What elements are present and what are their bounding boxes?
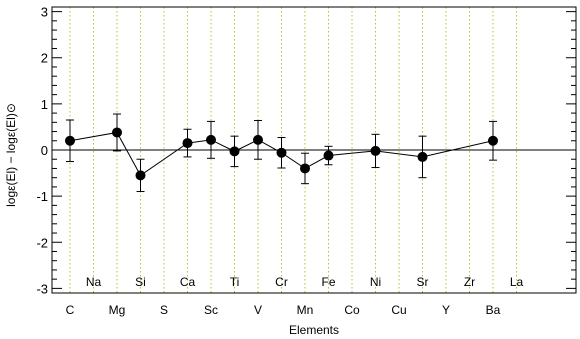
data-point-si: [135, 170, 146, 181]
data-point-v: [253, 134, 263, 145]
x-axis-title: Elements: [289, 323, 339, 337]
data-point-mg: [112, 127, 122, 138]
data-point-sr: [417, 151, 428, 162]
element-label-top: Ca: [180, 275, 196, 289]
data-point-c: [65, 135, 75, 146]
data-point-ba: [488, 135, 498, 146]
y-tick-label: -3: [36, 281, 48, 296]
element-label-bottom: C: [66, 303, 75, 317]
y-tick-label: 0: [41, 143, 48, 158]
data-point-mn: [300, 163, 310, 174]
y-axis: -3 -2 -1 0 1 2 3: [36, 5, 576, 296]
element-label-top: Fe: [321, 275, 335, 289]
y-tick-label: -2: [36, 235, 48, 250]
element-label-top: Sr: [417, 275, 429, 289]
element-label-bottom: Mg: [109, 303, 126, 317]
y-tick-label: 2: [41, 51, 48, 66]
data-point-ca: [182, 138, 193, 149]
element-label-bottom: Cu: [391, 303, 406, 317]
element-label-top: Ni: [370, 275, 381, 289]
element-label-bottom: S: [160, 303, 168, 317]
element-label-top: Si: [135, 275, 146, 289]
element-label-bottom: Co: [344, 303, 360, 317]
y-tick-label: 3: [41, 5, 48, 20]
data-point-sc: [206, 134, 216, 145]
data-point-ti: [229, 146, 240, 157]
element-label-bottom: V: [254, 303, 262, 317]
element-label-top: Ti: [230, 275, 240, 289]
y-tick-label: -1: [36, 189, 48, 204]
element-label-top: La: [510, 275, 524, 289]
data-series: [65, 113, 498, 193]
element-label-top: Na: [86, 275, 102, 289]
element-label-top: Cr: [275, 275, 288, 289]
element-label-bottom: Y: [442, 303, 450, 317]
element-label-top: Zr: [464, 275, 475, 289]
element-label-bottom: Mn: [297, 303, 314, 317]
y-axis-title: logε(El) − logε(El)⊙: [4, 103, 18, 207]
x-element-labels: Na Si Ca Ti Cr Fe Ni Sr Zr La C Mg S Sc V Mn Co Cu Y Ba: [66, 275, 524, 317]
data-point-cr: [276, 147, 287, 158]
y-tick-label: 1: [41, 97, 48, 112]
data-point-ni: [370, 145, 381, 156]
data-point-fe: [323, 150, 334, 161]
element-label-bottom: Sc: [204, 303, 218, 317]
element-label-bottom: Ba: [486, 303, 501, 317]
